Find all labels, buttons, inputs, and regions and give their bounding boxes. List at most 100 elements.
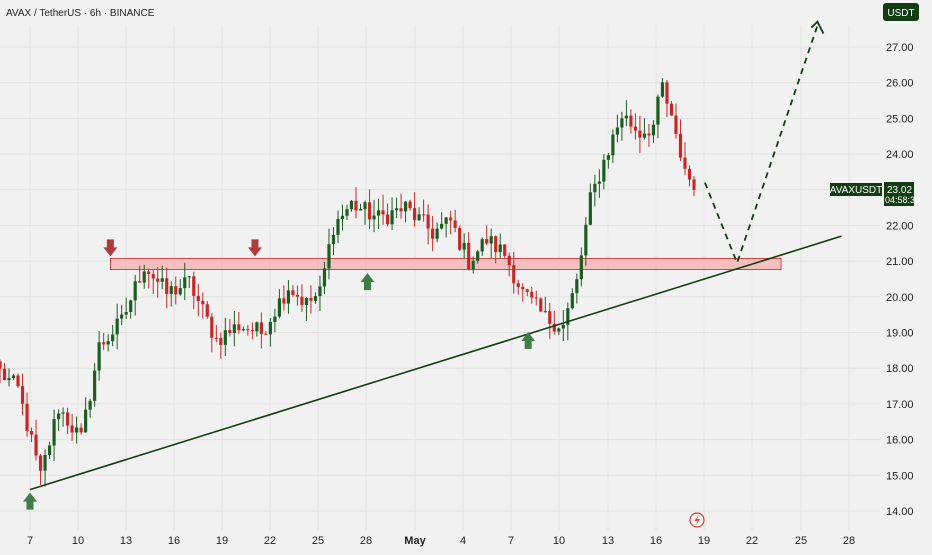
candle-body [579, 255, 583, 280]
candle-body [111, 334, 115, 342]
candle-body [115, 318, 119, 335]
candle-body [480, 239, 484, 252]
candle-body [174, 286, 178, 295]
price-tick-label: 16.00 [886, 435, 914, 447]
candle-body [340, 215, 345, 220]
candle-body [219, 337, 223, 345]
time-tick-label: 7 [508, 535, 514, 547]
time-tick-label: 7 [27, 535, 33, 547]
candle-body [435, 228, 439, 239]
candle-body [61, 412, 65, 414]
time-tick-label: 19 [698, 535, 710, 547]
time-scale[interactable]: 7 10 13 16 19 22 25 28 May 4 7 10 13 16 19 22 25 28 [27, 535, 855, 547]
candle-body [214, 337, 218, 339]
candle-body [570, 293, 574, 309]
candle-body [575, 279, 579, 294]
candle-body [561, 324, 565, 329]
candle-body [84, 409, 88, 433]
resistance-support-zone[interactable] [109, 257, 782, 270]
candle-body [584, 224, 588, 256]
candle-body [56, 413, 61, 420]
candle-body [322, 268, 327, 287]
candle-body [660, 82, 665, 97]
candle-body [16, 375, 20, 387]
candle-body [151, 274, 155, 279]
current-price-value: 23.02 [887, 185, 912, 196]
projection-path[interactable] [704, 25, 819, 266]
candle-body [300, 296, 304, 306]
candle-body [129, 300, 133, 312]
candle-body [426, 214, 430, 229]
candle-body [183, 277, 187, 289]
price-tick-label: 27.00 [886, 42, 914, 54]
candle-body [97, 342, 101, 371]
candle-body [273, 316, 277, 322]
candle-body [354, 200, 358, 211]
candle-body [138, 281, 142, 283]
candle-body [471, 260, 475, 270]
candle-body [381, 210, 385, 215]
candle-body [548, 311, 552, 324]
candle-body [606, 155, 610, 160]
price-tick-label: 15.00 [886, 470, 914, 482]
candle-body [593, 183, 597, 193]
price-tick-label: 22.00 [886, 220, 914, 232]
price-tick-label: 20.00 [886, 292, 914, 304]
candle-body [331, 234, 336, 245]
time-tick-label: 10 [553, 535, 565, 547]
candle-body [539, 298, 543, 312]
candle-body [241, 329, 245, 331]
candle-body [124, 311, 128, 315]
candle-body [642, 133, 647, 138]
candle-body [566, 308, 570, 325]
candle-body [192, 276, 196, 296]
drawings [29, 20, 842, 491]
candle-body [503, 244, 507, 256]
candle-body [20, 386, 25, 404]
candle-body [106, 341, 110, 345]
candle-body [156, 278, 160, 282]
candle-body [313, 296, 318, 301]
time-tick-label: 16 [168, 535, 180, 547]
candle-body [223, 330, 227, 345]
candle-body [588, 192, 592, 225]
candle-body [93, 370, 97, 401]
projection-arrowhead [810, 20, 825, 34]
candle-body [0, 361, 2, 369]
candle-body [647, 133, 651, 136]
candle-body [385, 214, 390, 225]
candle-body [453, 220, 457, 228]
candle-body [516, 283, 520, 287]
candle-body [47, 445, 52, 455]
candle-body [498, 244, 502, 253]
candle-body [638, 130, 642, 138]
ascending-trendline[interactable] [29, 235, 842, 491]
candle-body [611, 134, 615, 156]
current-price-badge: AVAXUSDT 23.02 04:58:39 [830, 182, 920, 206]
flash-icon-bolt [694, 515, 700, 526]
candle-body [327, 244, 331, 269]
arrow-down-icon [247, 239, 262, 257]
candle-body [201, 300, 205, 305]
flash-icon[interactable] [689, 512, 705, 528]
candle-body [358, 209, 363, 211]
candle-body [683, 157, 687, 169]
candle-body [417, 214, 421, 221]
time-tick-label: 25 [795, 535, 807, 547]
candle-body [557, 328, 561, 332]
candle-body [102, 342, 106, 345]
currency-badge-label: USDT [887, 8, 914, 19]
candle-body [512, 265, 516, 284]
candle-body [462, 242, 466, 250]
candle-body [633, 126, 638, 131]
currency-badge[interactable]: USDT [883, 3, 919, 21]
candle-body [178, 288, 182, 295]
candle-body [165, 278, 169, 294]
price-tick-label: 19.00 [886, 328, 914, 340]
flash-icon-circle [689, 512, 705, 528]
candle-body [408, 201, 412, 209]
time-tick-label: 22 [264, 535, 276, 547]
candle-body [11, 375, 16, 379]
candle-body [237, 324, 241, 331]
